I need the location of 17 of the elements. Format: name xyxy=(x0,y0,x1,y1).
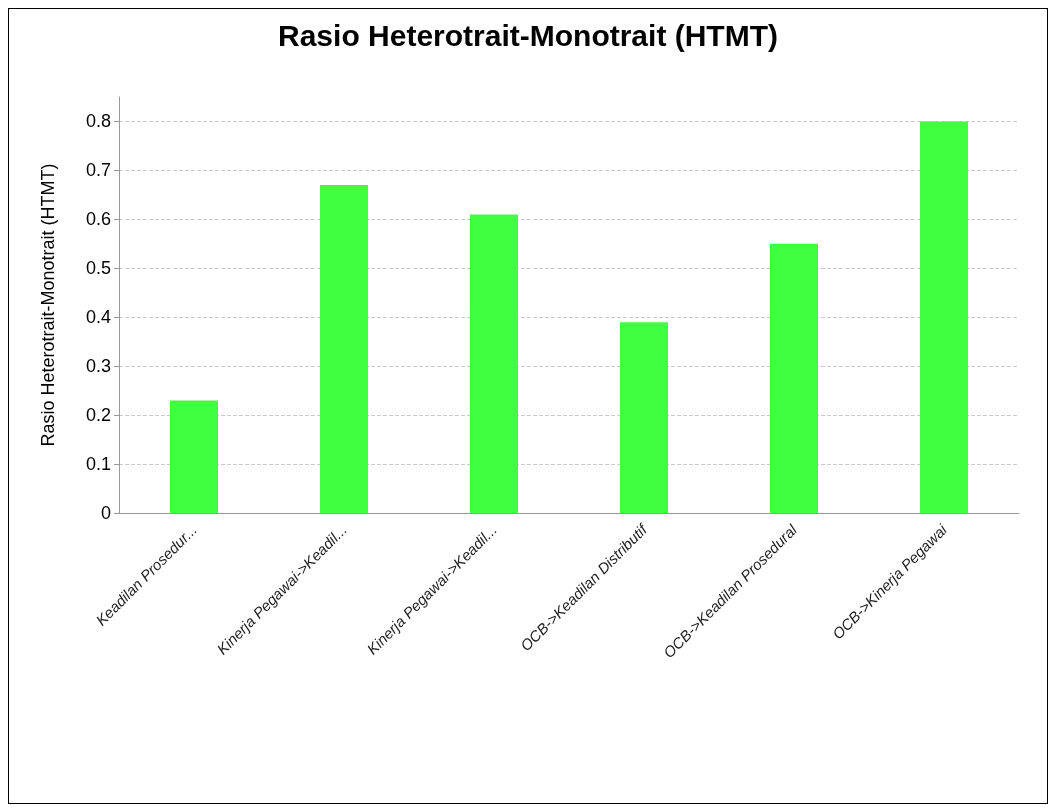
y-tick-label: 0.7 xyxy=(85,160,111,181)
bar xyxy=(320,185,368,513)
y-tick-label: 0.8 xyxy=(85,111,111,132)
y-tick-label: 0.2 xyxy=(85,405,111,426)
y-tick-label: 0.5 xyxy=(85,258,111,279)
bar xyxy=(920,121,968,513)
y-tick-label: 0.1 xyxy=(85,454,111,475)
chart-title: Rasio Heterotrait-Monotrait (HTMT) xyxy=(278,18,778,52)
bar xyxy=(470,214,518,513)
bar xyxy=(620,322,668,513)
y-tick-label: 0.4 xyxy=(85,307,111,328)
y-tick-label: 0.3 xyxy=(85,356,111,377)
bar xyxy=(770,243,818,513)
y-axis-title: Rasio Heterotrait-Monotrait (HTMT) xyxy=(38,163,58,447)
y-tick-label: 0 xyxy=(100,503,111,523)
y-tick-label: 0.6 xyxy=(85,209,111,230)
bar xyxy=(170,400,218,513)
